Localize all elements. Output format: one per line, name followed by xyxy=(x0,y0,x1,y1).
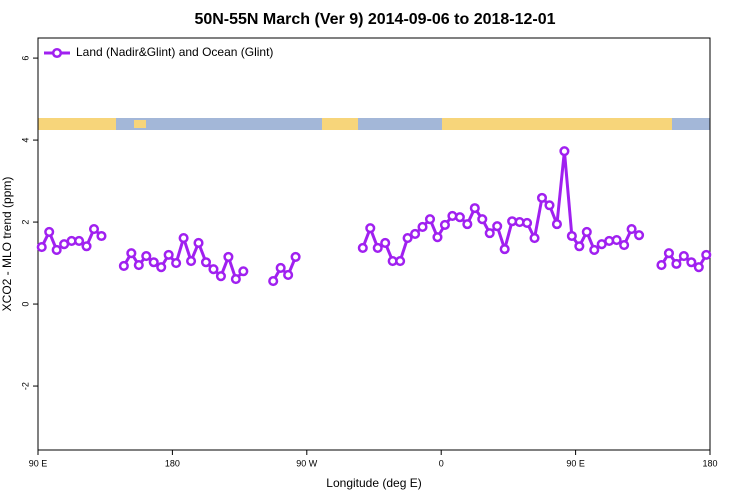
x-tick-label: 0 xyxy=(439,458,444,468)
data-point xyxy=(469,203,480,214)
y-tick-label: 6 xyxy=(20,56,30,61)
data-point xyxy=(81,241,92,252)
data-point xyxy=(268,276,279,287)
data-point xyxy=(663,248,674,259)
data-point xyxy=(462,219,473,230)
data-point xyxy=(275,262,286,274)
data-point xyxy=(566,230,577,242)
data-point xyxy=(432,232,443,243)
data-point xyxy=(365,223,376,234)
data-point xyxy=(118,260,129,271)
data-point xyxy=(133,260,144,271)
data-point xyxy=(51,244,62,255)
data-point xyxy=(223,251,234,262)
legend-marker xyxy=(51,47,63,59)
data-point xyxy=(693,262,704,273)
data-point xyxy=(589,244,600,255)
data-point xyxy=(230,274,241,285)
data-point xyxy=(559,146,570,157)
chart-title: 50N-55N March (Ver 9) 2014-09-06 to 2018… xyxy=(194,11,555,28)
x-tick-label: 90 W xyxy=(296,458,318,468)
data-point xyxy=(454,212,465,223)
data-point xyxy=(484,228,495,239)
data-point xyxy=(395,255,406,267)
data-point xyxy=(156,262,167,273)
data-point xyxy=(529,233,540,244)
data-point xyxy=(163,249,174,260)
data-point xyxy=(357,242,368,253)
data-point xyxy=(417,221,428,233)
data-point xyxy=(141,251,152,262)
data-point xyxy=(372,242,383,253)
data-point xyxy=(499,244,510,255)
data-point xyxy=(88,223,100,235)
data-point xyxy=(574,241,585,252)
x-axis-title: Longitude (deg E) xyxy=(326,476,421,490)
y-tick-label: 2 xyxy=(20,220,30,225)
data-point xyxy=(380,237,391,249)
data-point xyxy=(671,258,682,269)
land-segments xyxy=(38,118,672,130)
data-point xyxy=(701,249,712,260)
data-point xyxy=(626,223,637,235)
data-point xyxy=(656,260,667,271)
data-point xyxy=(439,219,450,230)
y-tick-label: 4 xyxy=(20,138,30,143)
y-axis-title: XCO2 - MLO trend (ppm) xyxy=(0,177,14,312)
data-point xyxy=(283,269,294,281)
series-line xyxy=(271,256,297,282)
data-point xyxy=(193,237,204,249)
data-point xyxy=(686,257,697,268)
data-point xyxy=(536,192,548,203)
data-point xyxy=(36,242,47,253)
data-point xyxy=(290,251,301,262)
data-point xyxy=(492,221,503,232)
data-point xyxy=(424,214,436,225)
data-point xyxy=(581,226,592,237)
data-point xyxy=(551,219,562,230)
data-point xyxy=(44,226,55,237)
data-point xyxy=(238,266,249,277)
y-tick-label: -2 xyxy=(20,382,30,390)
data-point xyxy=(96,230,107,242)
data-point xyxy=(619,239,630,251)
x-tick-label: 90 E xyxy=(29,458,48,468)
data-point xyxy=(148,257,159,268)
data-point xyxy=(74,235,85,246)
data-point xyxy=(678,251,689,262)
data-point xyxy=(200,257,212,268)
data-point xyxy=(402,233,413,244)
data-point xyxy=(178,233,189,244)
data-point xyxy=(410,228,421,240)
legend-label: Land (Nadir&Glint) and Ocean (Glint) xyxy=(76,45,273,59)
x-tick-label: 180 xyxy=(702,458,717,468)
data-point xyxy=(215,271,226,282)
x-tick-label: 90 E xyxy=(566,458,585,468)
data-point xyxy=(171,258,182,269)
data-point xyxy=(477,214,488,225)
data-point xyxy=(126,248,137,259)
data-point xyxy=(544,200,555,211)
data-point xyxy=(634,230,645,241)
data-point xyxy=(186,255,197,267)
data-point xyxy=(611,235,622,246)
y-tick-label: 0 xyxy=(20,302,30,307)
data-point xyxy=(208,264,219,275)
x-tick-label: 180 xyxy=(165,458,180,468)
data-point xyxy=(522,217,533,228)
